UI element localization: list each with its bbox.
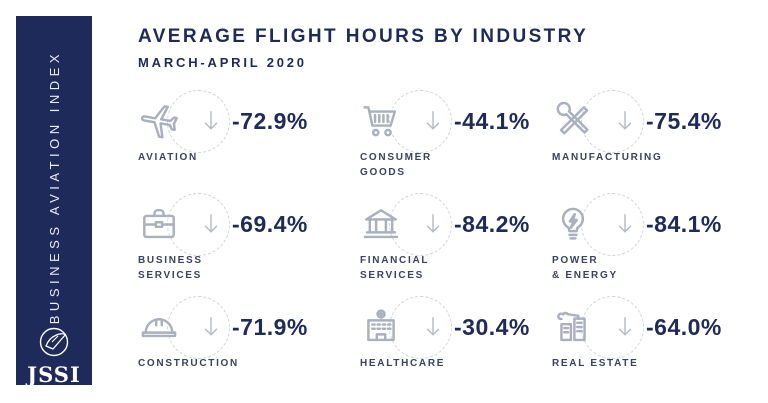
sidebar: BUSINESS AVIATION INDEX JSSI — [16, 16, 92, 387]
airplane-icon — [140, 105, 178, 139]
down-arrow-icon — [426, 111, 440, 130]
buildings-crane-icon — [557, 311, 586, 342]
industry-value: -84.1% — [646, 210, 722, 237]
industry-cell: -44.1% CONSUMER GOODS — [360, 90, 552, 193]
down-arrow-icon — [204, 111, 218, 130]
jssi-logo-icon — [39, 328, 69, 357]
industry-value: -30.4% — [454, 313, 530, 340]
hard-hat-icon — [141, 317, 177, 338]
bank-icon — [363, 209, 399, 239]
down-arrow-icon — [618, 111, 632, 130]
page-title: AVERAGE FLIGHT HOURS BY INDUSTRY — [138, 26, 589, 47]
industry-grid: -72.9% AVIATION -44.1% CONSUMER GOODS — [138, 90, 762, 399]
dashed-circle — [389, 90, 452, 153]
industry-label: FINANCIAL SERVICES — [360, 255, 430, 281]
shopping-cart-icon — [363, 106, 397, 137]
industry-value: -72.9% — [232, 107, 308, 134]
industry-value: -75.4% — [646, 107, 722, 134]
industry-label: HEALTHCARE — [360, 358, 446, 369]
industry-label: BUSINESS SERVICES — [138, 255, 203, 281]
industry-label: MANUFACTURING — [552, 152, 663, 163]
industry-value: -84.2% — [454, 210, 530, 237]
page-subtitle: MARCH-APRIL 2020 — [138, 55, 307, 70]
industry-label: CONSUMER GOODS — [360, 152, 432, 178]
down-arrow-icon — [618, 214, 632, 233]
industry-cell: -72.9% AVIATION — [138, 90, 360, 193]
down-arrow-icon — [618, 317, 632, 336]
industry-label: REAL ESTATE — [552, 358, 639, 369]
dashed-circle — [167, 296, 230, 359]
industry-cell: -71.9% CONSTRUCTION — [138, 296, 360, 399]
industry-label: POWER & ENERGY — [552, 255, 618, 281]
industry-cell: -64.0% REAL ESTATE — [552, 296, 762, 399]
industry-cell: -84.2% FINANCIAL SERVICES — [360, 193, 552, 296]
briefcase-icon — [143, 208, 175, 239]
down-arrow-icon — [204, 317, 218, 336]
industry-value: -69.4% — [232, 210, 308, 237]
industry-value: -44.1% — [454, 107, 530, 134]
dashed-circle — [581, 90, 644, 153]
down-arrow-icon — [204, 214, 218, 233]
dashed-circle — [389, 193, 452, 256]
industry-cell: -69.4% BUSINESS SERVICES — [138, 193, 360, 296]
industry-value: -64.0% — [646, 313, 722, 340]
industry-cell: -84.1% POWER & ENERGY — [552, 193, 762, 296]
dashed-circle — [389, 296, 452, 359]
content-area: AVERAGE FLIGHT HOURS BY INDUSTRY MARCH-A… — [138, 26, 768, 403]
tools-icon — [556, 101, 589, 135]
industry-cell: -75.4% MANUFACTURING — [552, 90, 762, 193]
sidebar-vertical-label: BUSINESS AVIATION INDEX — [46, 50, 62, 325]
industry-label: AVIATION — [138, 152, 198, 163]
down-arrow-icon — [426, 214, 440, 233]
industry-label: CONSTRUCTION — [138, 358, 239, 369]
jssi-logo-text: JSSI — [27, 362, 81, 388]
lightbulb-bolt-icon — [561, 207, 585, 240]
hospital-icon — [367, 309, 395, 342]
industry-value: -71.9% — [232, 313, 308, 340]
jssi-logo: JSSI — [27, 324, 81, 387]
industry-cell: -30.4% HEALTHCARE — [360, 296, 552, 399]
down-arrow-icon — [426, 317, 440, 336]
